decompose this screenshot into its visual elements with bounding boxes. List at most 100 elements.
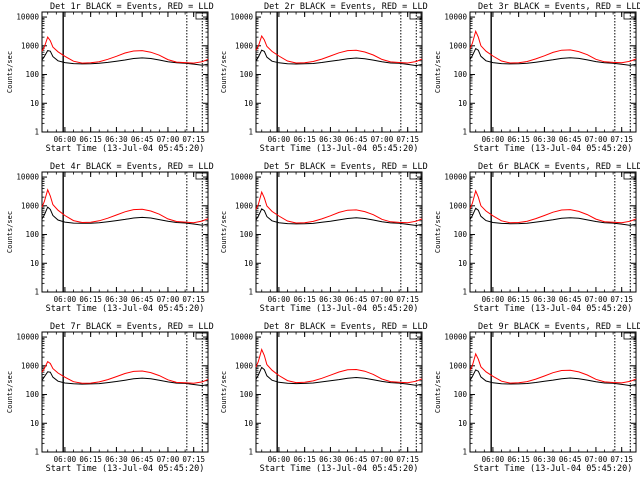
x-tick-label: 06:30 (105, 455, 128, 464)
x-tick-label: 06:45 (559, 455, 582, 464)
x-axis-label: Start Time (13-Jul-04 05:45:20) (474, 464, 633, 474)
y-tick-label: 100 (453, 230, 467, 239)
x-tick-label: 07:15 (182, 135, 205, 144)
lld-series-line (255, 348, 423, 384)
x-tick-label: 06:00 (54, 135, 77, 144)
x-tick-label: 06:45 (559, 135, 582, 144)
x-tick-label: 06:15 (79, 135, 102, 144)
lld-series-line (469, 29, 637, 64)
x-axis-label: Start Time (13-Jul-04 05:45:20) (260, 464, 419, 474)
plot-frame (41, 171, 209, 293)
y-axis-label: Counts/sec (220, 51, 228, 93)
x-tick-label: 06:00 (54, 455, 77, 464)
x-tick-label: 07:00 (157, 135, 180, 144)
detector-panel: Det 7r BLACK = Events, RED = LLD 1 10 100 10… (6, 322, 214, 474)
lld-series-line (469, 352, 637, 384)
plot-frame (41, 331, 209, 453)
plot-frame (469, 11, 637, 133)
y-tick-label: 10 (458, 259, 468, 268)
y-tick-label: 1000 (235, 41, 254, 50)
y-tick-label: 10000 (16, 173, 39, 182)
x-tick-label: 07:00 (371, 135, 394, 144)
x-tick-label: 06:30 (533, 295, 556, 304)
x-tick-label: 07:00 (585, 455, 608, 464)
y-tick-label: 100 (239, 390, 253, 399)
x-tick-label: 06:00 (482, 135, 505, 144)
panel-title: Det 4r BLACK = Events, RED = LLD (50, 162, 214, 172)
lld-series-line (41, 360, 209, 384)
y-tick-label: 10000 (230, 173, 253, 182)
y-tick-label: 10000 (444, 13, 467, 22)
x-tick-label: 06:45 (559, 295, 582, 304)
lld-series-line (255, 190, 423, 224)
y-tick-label: 10000 (230, 333, 253, 342)
events-series-line (469, 207, 637, 226)
legend-box (195, 12, 208, 20)
y-tick-label: 1 (248, 128, 253, 137)
y-tick-label: 10000 (16, 333, 39, 342)
x-tick-label: 06:45 (345, 295, 368, 304)
x-tick-label: 07:15 (182, 295, 205, 304)
x-tick-label: 07:15 (396, 455, 419, 464)
x-axis-label: Start Time (13-Jul-04 05:45:20) (46, 464, 205, 474)
x-tick-label: 06:45 (131, 135, 154, 144)
y-tick-label: 1000 (235, 361, 254, 370)
y-tick-label: 100 (25, 70, 39, 79)
y-axis-label: Counts/sec (434, 211, 442, 253)
y-axis-label: Counts/sec (434, 51, 442, 93)
y-tick-label: 10 (30, 419, 40, 428)
y-tick-label: 1000 (21, 41, 40, 50)
y-tick-label: 10 (244, 259, 254, 268)
x-tick-label: 06:30 (105, 135, 128, 144)
legend-box (195, 332, 208, 340)
legend-box (409, 332, 422, 340)
y-axis-label: Counts/sec (220, 371, 228, 413)
legend-box (623, 172, 636, 180)
y-tick-label: 10000 (444, 333, 467, 342)
panel-title: Det 2r BLACK = Events, RED = LLD (264, 2, 428, 12)
y-tick-label: 100 (25, 230, 39, 239)
y-tick-label: 1 (34, 128, 39, 137)
y-tick-label: 10 (458, 99, 468, 108)
x-axis-label: Start Time (13-Jul-04 05:45:20) (474, 304, 633, 314)
x-tick-label: 06:45 (345, 455, 368, 464)
x-tick-label: 06:15 (79, 295, 102, 304)
panel-title: Det 5r BLACK = Events, RED = LLD (264, 162, 428, 172)
y-tick-label: 1000 (449, 41, 468, 50)
detector-panel: Det 4r BLACK = Events, RED = LLD 1 10 100 10… (6, 162, 214, 314)
detector-panel: Det 9r BLACK = Events, RED = LLD 1 10 100 10… (434, 322, 640, 474)
x-tick-label: 06:15 (507, 135, 530, 144)
y-tick-label: 1 (462, 128, 467, 137)
y-tick-label: 100 (239, 70, 253, 79)
x-tick-label: 06:15 (293, 135, 316, 144)
detector-panel: Det 8r BLACK = Events, RED = LLD 1 10 100 10… (220, 322, 428, 474)
x-axis-label: Start Time (13-Jul-04 05:45:20) (260, 304, 419, 314)
y-tick-label: 1 (34, 288, 39, 297)
panel-title: Det 8r BLACK = Events, RED = LLD (264, 322, 428, 332)
x-tick-label: 07:00 (371, 295, 394, 304)
plot-frame (469, 171, 637, 293)
y-tick-label: 1 (34, 448, 39, 457)
x-tick-label: 06:30 (319, 295, 342, 304)
y-tick-label: 1 (248, 448, 253, 457)
x-tick-label: 07:00 (157, 295, 180, 304)
y-tick-label: 100 (25, 390, 39, 399)
y-axis-label: Counts/sec (6, 51, 14, 93)
y-axis-label: Counts/sec (220, 211, 228, 253)
x-axis-label: Start Time (13-Jul-04 05:45:20) (46, 144, 205, 154)
y-axis-label: Counts/sec (6, 371, 14, 413)
x-tick-label: 06:15 (79, 455, 102, 464)
x-tick-label: 06:00 (268, 455, 291, 464)
x-tick-label: 06:30 (319, 455, 342, 464)
y-tick-label: 10000 (16, 13, 39, 22)
y-tick-label: 1000 (21, 361, 40, 370)
x-tick-label: 07:15 (182, 455, 205, 464)
x-tick-label: 07:15 (610, 455, 633, 464)
x-axis-label: Start Time (13-Jul-04 05:45:20) (260, 144, 419, 154)
x-tick-label: 06:00 (268, 135, 291, 144)
detector-panel: Det 6r BLACK = Events, RED = LLD 1 10 100 10… (434, 162, 640, 314)
panel-title: Det 7r BLACK = Events, RED = LLD (50, 322, 214, 332)
x-tick-label: 06:30 (533, 455, 556, 464)
panel-title: Det 3r BLACK = Events, RED = LLD (478, 2, 640, 12)
